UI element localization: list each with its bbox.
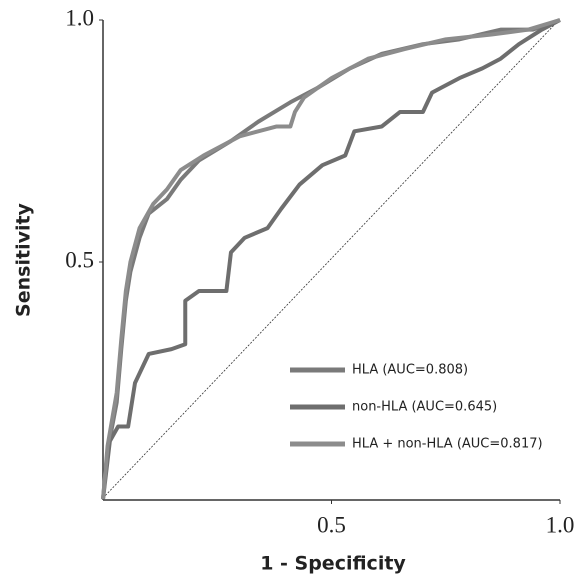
legend-label: HLA + non-HLA (AUC=0.817) (352, 437, 543, 452)
y-tick-label: 0.5 (65, 247, 94, 272)
roc-curve (101, 18, 561, 500)
y-tick-label: 1.0 (65, 5, 94, 30)
reference-line (102, 21, 558, 499)
roc-curve (101, 18, 561, 500)
x-tick-label: 1.0 (546, 512, 575, 537)
y-axis-label: Sensitivity (13, 202, 35, 316)
x-tick-label: 0.5 (317, 512, 346, 537)
legend-label: non-HLA (AUC=0.645) (352, 400, 497, 415)
legend-label: HLA (AUC=0.808) (352, 363, 468, 378)
roc-curve (101, 18, 561, 500)
x-axis-label: 1 - Specificity (260, 553, 406, 575)
